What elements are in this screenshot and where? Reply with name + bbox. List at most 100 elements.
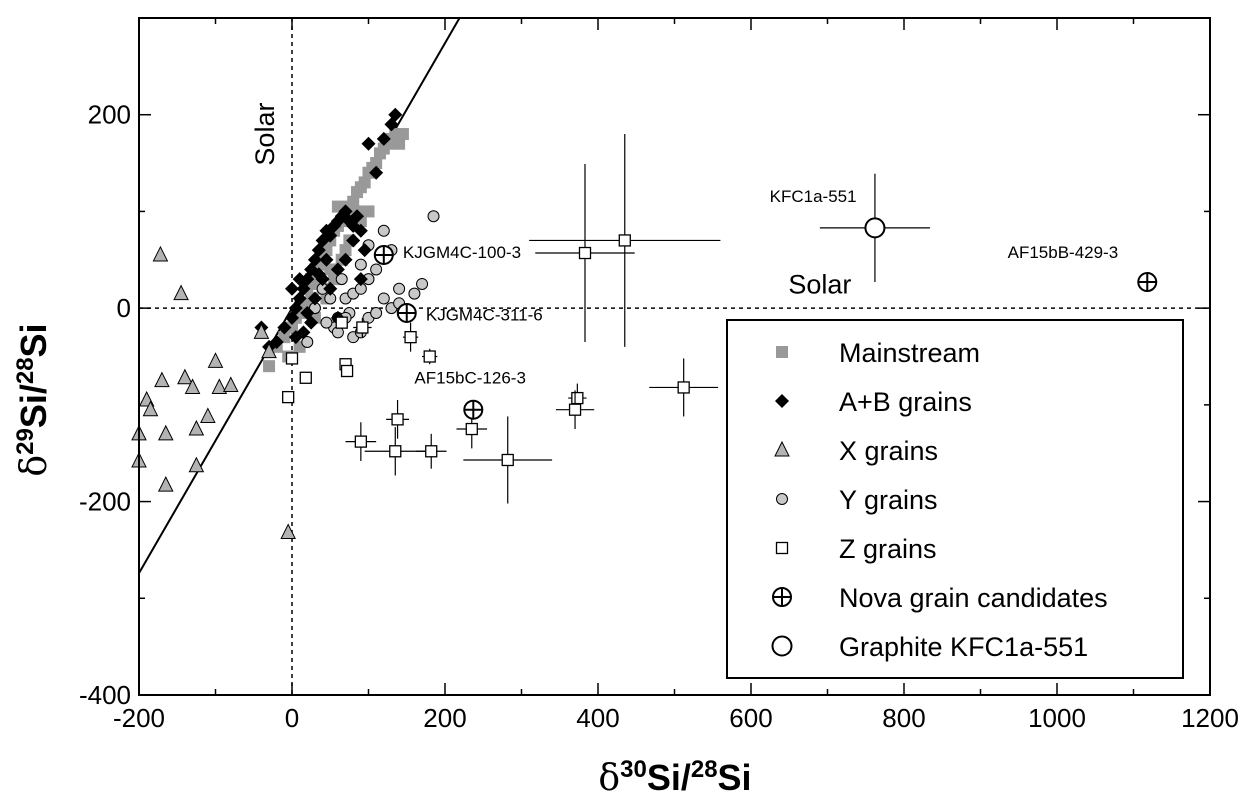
data-point [578, 246, 592, 260]
triangle-mark [280, 523, 296, 540]
x-tick-label: -200 [113, 703, 165, 733]
open-square-mark [677, 381, 690, 394]
diamond-mark [330, 262, 345, 277]
diamond-mark [775, 394, 789, 408]
diamond-mark [357, 243, 372, 258]
data-point [404, 331, 417, 344]
series-x-grains [131, 245, 296, 540]
circle-mark [335, 273, 348, 286]
data-point [184, 378, 201, 394]
triangle-mark [177, 368, 193, 385]
legend-label: A+B grains [839, 387, 972, 417]
circle-mark [393, 282, 406, 295]
open-square-mark [356, 321, 369, 334]
data-point [370, 306, 383, 319]
legend-marker [776, 493, 788, 505]
data-point [369, 165, 384, 180]
data-point [286, 321, 298, 334]
legend-marker [772, 587, 792, 607]
data-point [307, 291, 322, 306]
open-circle-mark [864, 217, 886, 239]
y-tick-label: 0 [117, 293, 131, 323]
triangle-mark [207, 352, 224, 368]
data-point [362, 205, 375, 218]
square-mark [358, 176, 371, 189]
data-point [393, 137, 406, 150]
square-mark [286, 321, 298, 334]
open-square-mark [285, 352, 299, 365]
data-point [425, 445, 438, 458]
legend-label: Mainstream [839, 338, 980, 368]
data-point [323, 281, 338, 296]
series-graphite-kfc1a-551 [819, 173, 931, 283]
triangle-mark [142, 400, 159, 417]
data-point [427, 210, 440, 223]
x-tick-label: 0 [285, 703, 299, 733]
diamond-mark [376, 131, 391, 146]
diamond-mark [304, 315, 319, 330]
data-point [465, 422, 478, 436]
data-point [347, 195, 360, 208]
circle-mark [408, 287, 421, 300]
legend-label: Graphite KFC1a-551 [839, 632, 1088, 662]
diamond-mark [319, 252, 334, 267]
triangle-mark [222, 376, 239, 393]
data-point [311, 267, 326, 282]
open-square-mark [299, 371, 312, 384]
data-point [357, 243, 372, 258]
diamond-mark [350, 209, 365, 224]
triangle-mark [157, 476, 174, 492]
legend-label: Z grains [839, 534, 937, 564]
y-tick-label: -200 [79, 487, 131, 517]
data-point [346, 233, 361, 248]
legend-box [726, 319, 1184, 679]
open-square-mark [571, 391, 584, 405]
open-square-mark [618, 234, 631, 247]
data-point [188, 456, 205, 473]
circle-mark [301, 335, 314, 348]
series-y-grains [301, 210, 440, 348]
data-point [269, 334, 284, 349]
circle-mark [320, 316, 333, 329]
circle-mark [427, 210, 440, 223]
data-point [339, 244, 352, 257]
data-point [361, 136, 376, 151]
circle-mark [370, 263, 383, 276]
diamond-mark [353, 223, 368, 238]
diamond-mark [323, 281, 338, 296]
data-point [277, 320, 292, 335]
data-point [376, 131, 391, 146]
circle-mark [370, 306, 383, 319]
data-point [416, 277, 429, 290]
diamond-mark [285, 281, 299, 296]
diamond-mark [307, 252, 322, 267]
data-point [292, 272, 307, 287]
y-tick-label: -400 [79, 680, 131, 710]
data-point [157, 476, 174, 492]
triangle-mark [157, 424, 174, 441]
solar-label-vertical: Solar [250, 103, 280, 166]
open-square-mark [354, 435, 368, 448]
data-point [157, 424, 174, 441]
legend-marker [775, 541, 789, 555]
data-point [282, 390, 295, 404]
x-tick-label: 600 [729, 703, 772, 733]
data-point [173, 284, 189, 301]
open-square-mark [775, 541, 789, 555]
diamond-mark [307, 291, 322, 306]
data-point [263, 360, 276, 373]
data-point [1137, 272, 1158, 293]
series-z-grains [282, 134, 721, 504]
data-point [211, 378, 228, 394]
data-point [152, 245, 169, 262]
x-tick-label: 400 [576, 703, 619, 733]
open-square-mark [282, 390, 295, 404]
data-point [391, 413, 404, 426]
data-point [304, 315, 319, 330]
data-point [350, 209, 365, 224]
triangle-mark [188, 456, 205, 473]
data-point [618, 234, 631, 247]
data-point [501, 453, 514, 467]
plot-frame [138, 17, 1211, 696]
data-point [356, 321, 369, 334]
